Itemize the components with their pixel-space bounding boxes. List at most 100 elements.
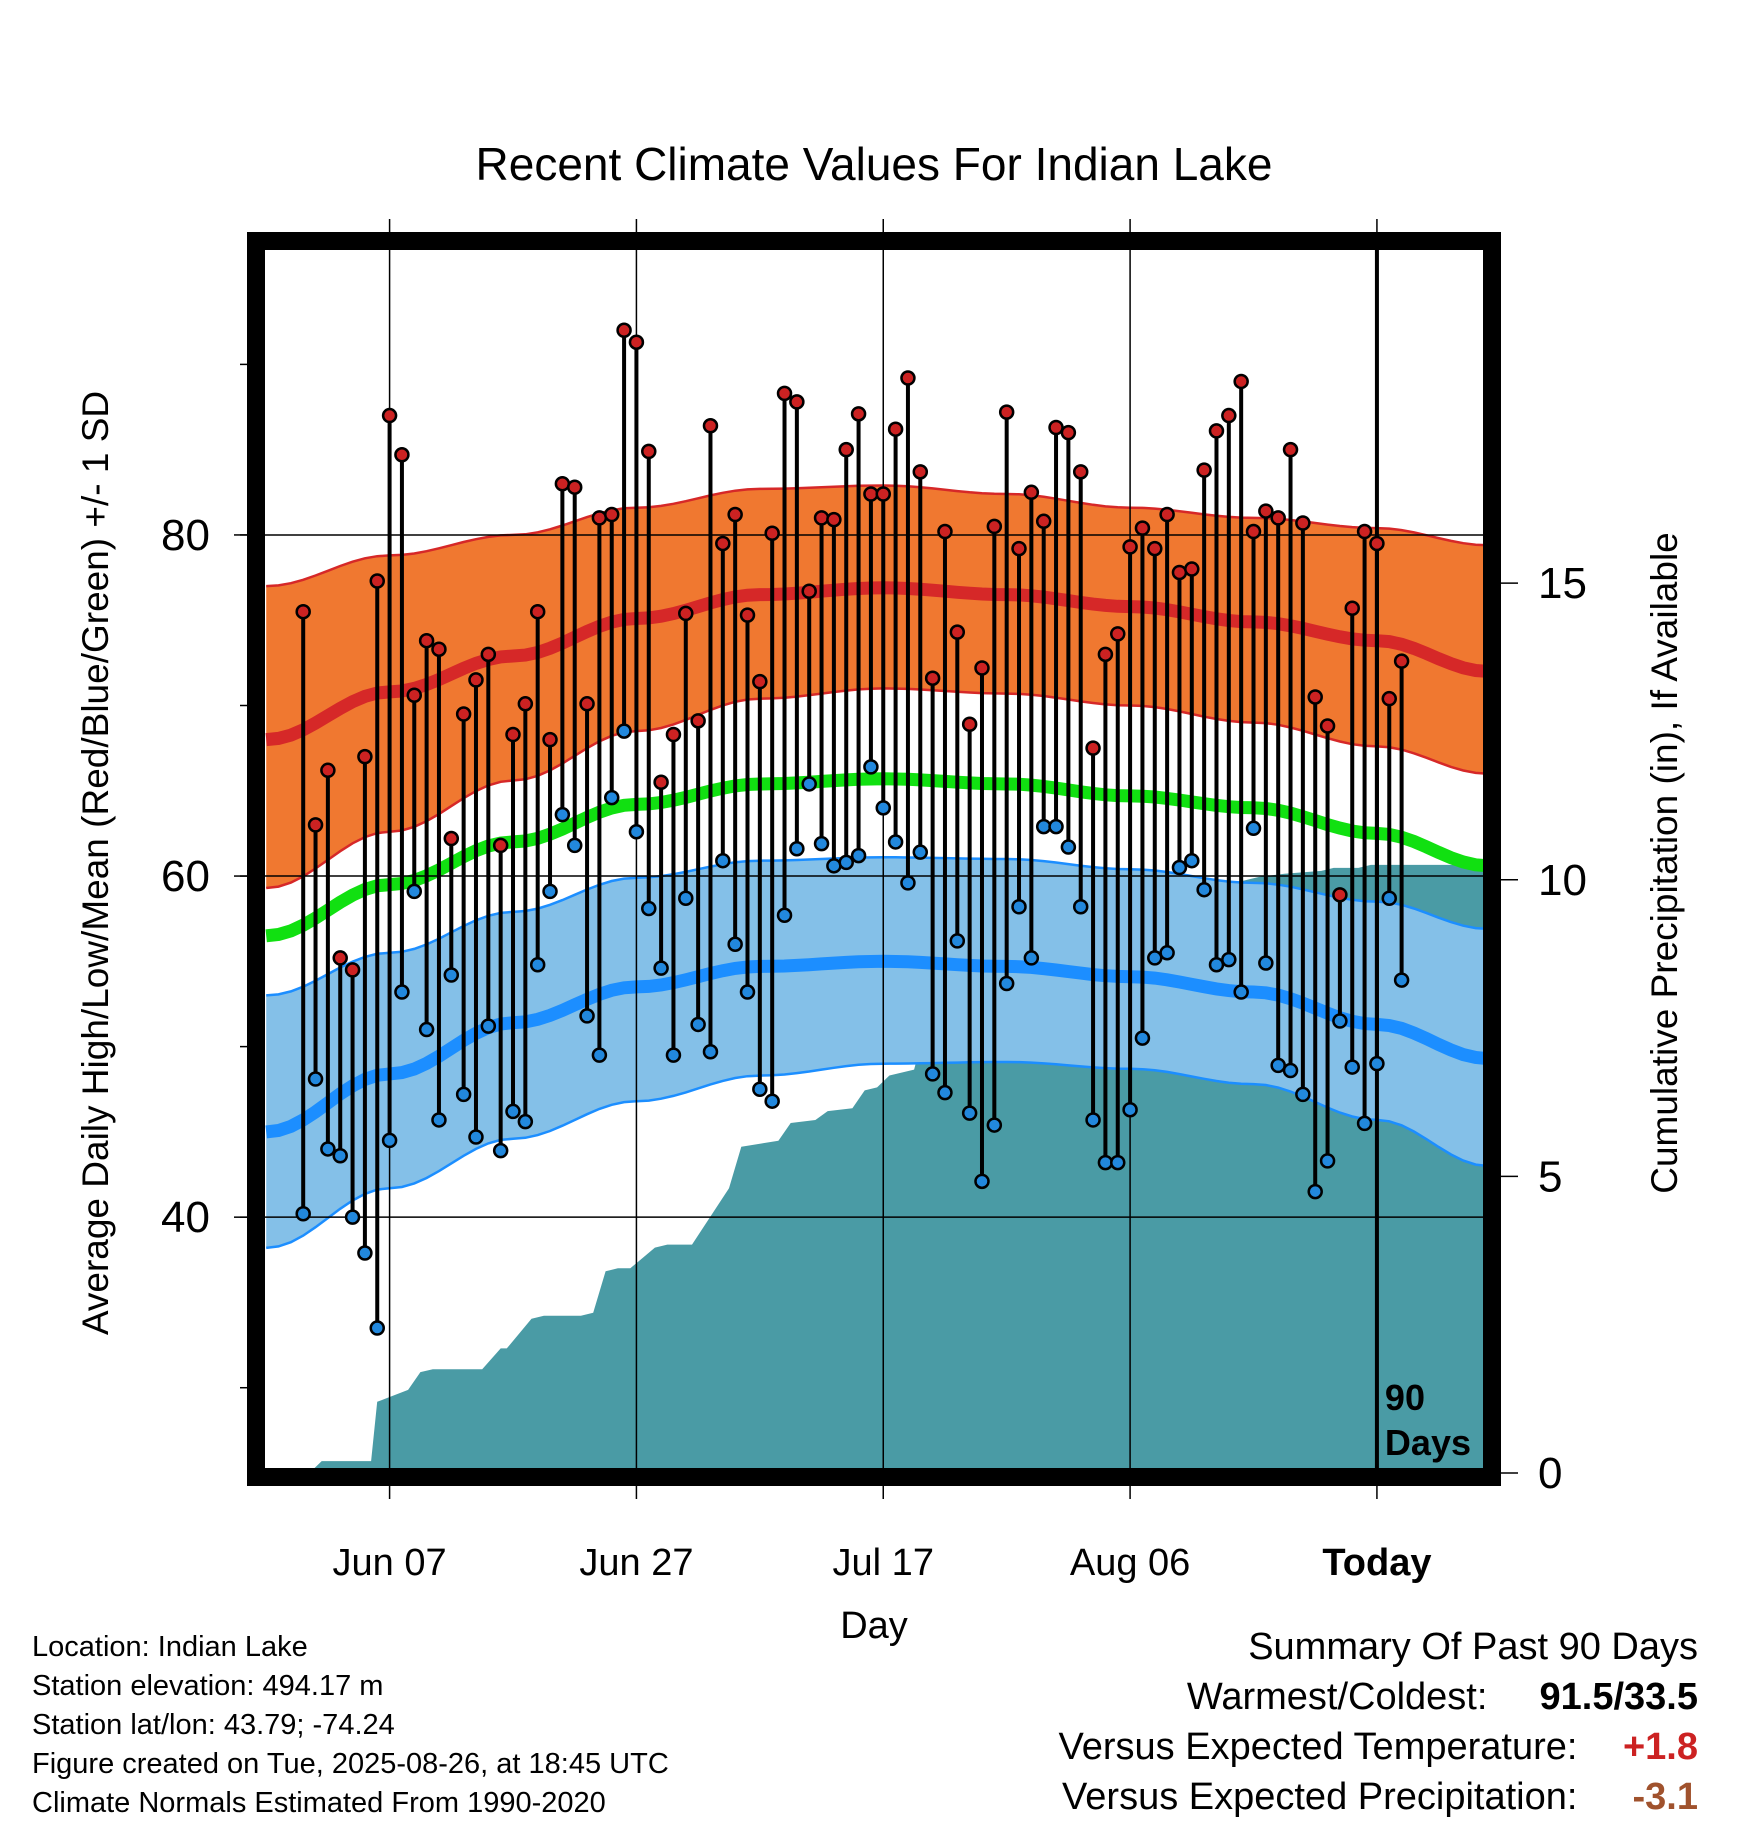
daily-low-point — [1270, 1057, 1286, 1074]
daily-high-point — [1134, 520, 1151, 536]
daily-high-point — [1381, 690, 1398, 707]
high-band-lower-edge — [266, 687, 1488, 890]
daily-low-point — [1134, 1030, 1151, 1046]
normal-mean-line — [265, 772, 1488, 943]
daily-low-point — [1307, 1183, 1323, 1200]
daily-low-point — [357, 1245, 373, 1261]
x-tick-label: Jun 27 — [579, 1542, 693, 1584]
daily-low-point — [1184, 852, 1200, 869]
daily-low-point — [455, 1086, 472, 1103]
x-axis-label: Day — [840, 1605, 908, 1647]
daily-low-point — [542, 883, 558, 900]
plot-content — [260, 245, 1488, 1473]
daily-high-point — [653, 774, 669, 790]
daily-low-point — [1023, 950, 1040, 966]
daily-high-point — [517, 696, 534, 712]
y-tick-label: 40 — [161, 1193, 210, 1242]
daily-low-point — [1072, 899, 1089, 915]
summary-precip: Versus Expected Precipitation: -3.1 — [1059, 1772, 1698, 1822]
y-tick-label: 80 — [161, 511, 210, 560]
daily-low-point — [727, 936, 743, 953]
daily-high-point — [764, 525, 780, 541]
daily-low-point — [295, 1206, 311, 1222]
daily-high-point — [1184, 561, 1200, 577]
daily-low-point — [1381, 890, 1398, 906]
daily-high-point — [961, 716, 978, 733]
daily-low-point — [1393, 972, 1410, 988]
daily-low-point — [1085, 1112, 1101, 1128]
daily-high-point — [1221, 407, 1237, 424]
daily-low-point — [887, 834, 904, 850]
daily-low-point — [320, 1141, 336, 1157]
daily-low-point — [702, 1043, 719, 1060]
temp-anomaly-label: Versus Expected Temperature: — [1058, 1726, 1578, 1768]
daily-low-point — [912, 844, 929, 860]
daily-high-point — [566, 479, 583, 495]
daily-high-point — [1258, 503, 1274, 519]
daily-high-point — [912, 464, 929, 480]
daily-low-point — [1171, 859, 1188, 876]
daily-high-point — [480, 646, 497, 663]
daily-low-point — [344, 1209, 361, 1225]
daily-high-point — [1344, 600, 1360, 617]
low-band-upper-edge — [266, 856, 1488, 997]
daily-high-point — [789, 394, 805, 410]
daily-low-point — [1196, 881, 1212, 898]
daily-low-point — [998, 975, 1015, 992]
daily-low-point — [838, 854, 854, 871]
daily-low-point — [1245, 820, 1262, 837]
precip-anomaly-value: -3.1 — [1632, 1776, 1698, 1818]
daily-high-point — [1233, 373, 1249, 390]
y2-tick-label: 15 — [1538, 559, 1587, 608]
daily-low-point — [1332, 1013, 1348, 1029]
daily-high-point — [406, 687, 423, 704]
x-tick-label: Aug 06 — [1070, 1542, 1190, 1584]
daily-high-point — [1270, 510, 1286, 526]
daily-high-point — [431, 641, 447, 657]
daily-low-point — [924, 1066, 941, 1082]
y-axis-label: Average Daily High/Low/Mean (Red/Blue/Gr… — [75, 391, 116, 1335]
daily-low-point — [752, 1081, 768, 1097]
daily-high-point — [369, 573, 385, 589]
daily-high-point — [665, 726, 682, 743]
daily-high-point — [344, 962, 361, 978]
daily-low-point — [1109, 1154, 1126, 1171]
daily-low-point — [431, 1112, 447, 1128]
daily-high-point — [332, 950, 348, 966]
daily-high-point — [1307, 689, 1323, 705]
daily-high-point — [1060, 424, 1077, 441]
daily-low-point — [566, 837, 583, 854]
normal-high-line — [265, 581, 1488, 747]
daily-high-point — [455, 706, 472, 722]
daily-low-point — [1369, 1055, 1385, 1072]
daily-high-point — [1332, 887, 1348, 903]
daily-low-point — [1208, 956, 1225, 973]
daily-low-point — [1011, 899, 1027, 915]
daily-low-point — [1356, 1115, 1373, 1132]
y-tick-label: 60 — [161, 852, 210, 901]
chart-title: Recent Climate Values For Indian Lake — [476, 138, 1273, 190]
axes: 40 60 80 0 5 10 15 Jun 07 Jun 27 Jul 17 Aug 06 Toda… — [161, 219, 1587, 1584]
daily-high-point — [1035, 513, 1052, 530]
daily-high-point — [702, 418, 719, 434]
low-band-lower-edge — [266, 1060, 1488, 1250]
daily-high-point — [850, 406, 867, 422]
daily-low-point — [517, 1113, 534, 1130]
daily-high-point — [1208, 423, 1225, 439]
daily-high-point — [678, 605, 694, 622]
y2-tick-label: 10 — [1538, 856, 1587, 905]
daily-high-point — [1109, 626, 1126, 642]
info-normals: Climate Normals Estimated From 1990-2020 — [32, 1787, 606, 1819]
daily-low-point — [1097, 1154, 1114, 1171]
daily-high-point — [1159, 506, 1175, 523]
daily-low-point — [1258, 955, 1274, 971]
daily-low-point — [813, 835, 830, 852]
daily-low-point — [801, 776, 817, 792]
daily-high-point — [1072, 464, 1089, 480]
daily-low-point — [492, 1142, 509, 1159]
daily-high-point — [628, 334, 645, 350]
days-marker-label: Days — [1385, 1422, 1471, 1463]
info-elevation: Station elevation: 494.17 m — [32, 1670, 384, 1702]
daily-high-point — [554, 476, 571, 492]
